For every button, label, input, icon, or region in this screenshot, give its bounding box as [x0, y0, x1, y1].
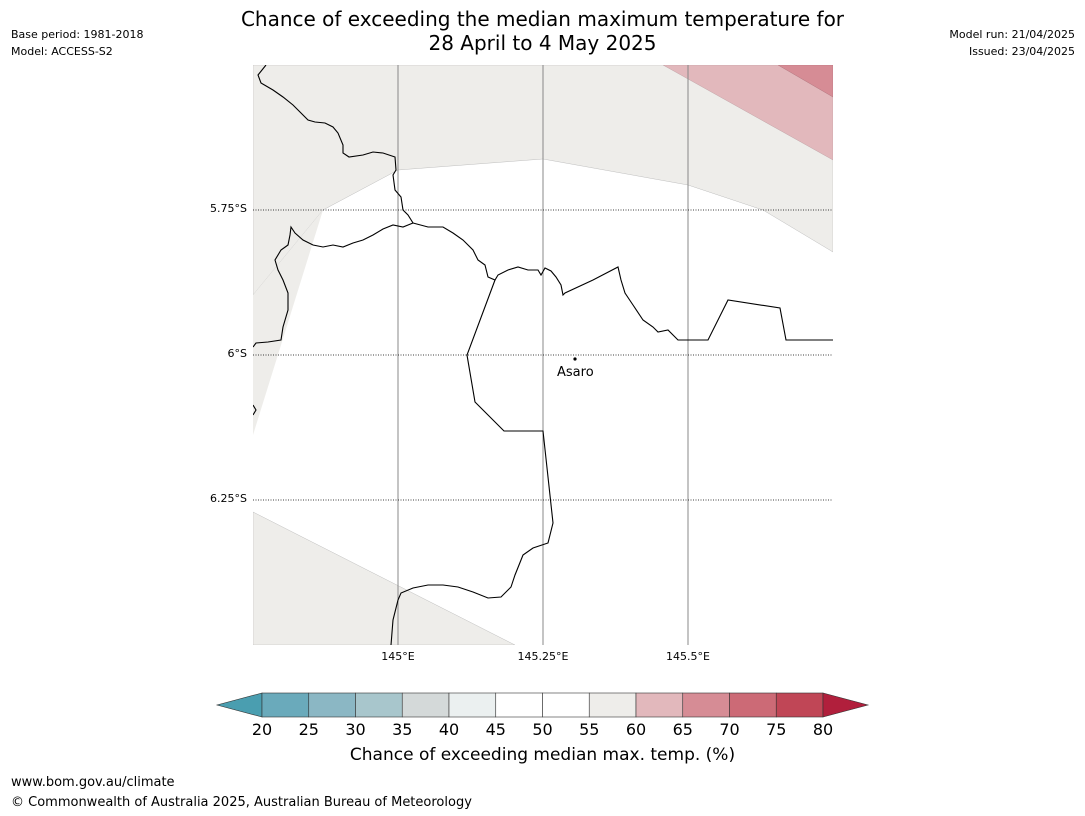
lat-label-6: 6°S	[227, 347, 247, 360]
footer-url[interactable]: www.bom.gov.au/climate	[11, 775, 175, 790]
colorbar-tick-label: 40	[438, 720, 460, 739]
colorbar-segment	[542, 692, 590, 718]
asaro-label: Asaro	[557, 365, 594, 380]
colorbar-segment	[401, 692, 450, 718]
lon-label-145: 145°E	[381, 650, 415, 663]
footer-copyright: © Commonwealth of Australia 2025, Austra…	[11, 795, 472, 810]
lon-label-145-25: 145.25°E	[517, 650, 569, 663]
colorbar-tick-label: 80	[812, 720, 834, 739]
colorbar-segment	[261, 692, 310, 718]
colorbar-tick-label: 35	[392, 720, 413, 739]
model-run-label: Model run: 21/04/2025	[949, 28, 1075, 41]
colorbar-segment	[308, 692, 356, 718]
title-line-2: 28 April to 4 May 2025	[428, 31, 657, 55]
model-label: Model: ACCESS-S2	[11, 45, 113, 58]
colorbar-segment	[588, 692, 637, 718]
map-svg	[253, 65, 833, 645]
region-60-65-band	[662, 65, 833, 161]
colorbar-tick-label: 30	[345, 720, 366, 739]
colorbar-segment	[355, 692, 403, 718]
boundary-central	[412, 222, 833, 341]
colorbar-tick-label: 45	[485, 720, 506, 739]
lon-label-145-5: 145.5°E	[666, 650, 710, 663]
colorbar-segment	[635, 692, 684, 718]
base-period-label: Base period: 1981-2018	[11, 28, 144, 41]
region-65-70	[777, 65, 833, 98]
region-55-60-left	[253, 65, 323, 435]
colorbar-tick-label: 25	[298, 720, 319, 739]
colorbar-tick-label: 70	[719, 720, 740, 739]
colorbar-tick-label: 20	[251, 720, 273, 739]
colorbar-tick-label: 65	[672, 720, 693, 739]
map-title: Chance of exceeding the median maximum t…	[0, 7, 1085, 55]
asaro-marker[interactable]	[573, 357, 577, 361]
lat-label-6-25: 6.25°S	[210, 492, 247, 505]
boundary-north	[253, 65, 414, 348]
colorbar-segment	[682, 692, 730, 718]
colorbar	[215, 692, 870, 718]
issued-label: Issued: 23/04/2025	[968, 45, 1075, 58]
title-line-1: Chance of exceeding the median maximum t…	[240, 7, 845, 31]
boundary-south	[390, 279, 554, 645]
colorbar-tick-label: 75	[766, 720, 787, 739]
boundary-west-fragment	[253, 404, 257, 416]
colorbar-extend-low	[215, 692, 263, 718]
colorbar-title: Chance of exceeding median max. temp. (%…	[349, 745, 736, 765]
colorbar-segment	[775, 692, 824, 718]
colorbar-tick-label: 55	[579, 720, 600, 739]
colorbar-segment	[448, 692, 497, 718]
colorbar-segment	[495, 692, 543, 718]
colorbar-tick-label: 50	[532, 720, 553, 739]
colorbar-segment	[729, 692, 777, 718]
colorbar-extend-high	[822, 692, 870, 718]
region-55-60-bottom	[253, 511, 516, 645]
map-canvas[interactable]	[253, 65, 833, 645]
colorbar-tick-label: 60	[625, 720, 647, 739]
lat-label-5-75: 5.75°S	[210, 202, 247, 215]
